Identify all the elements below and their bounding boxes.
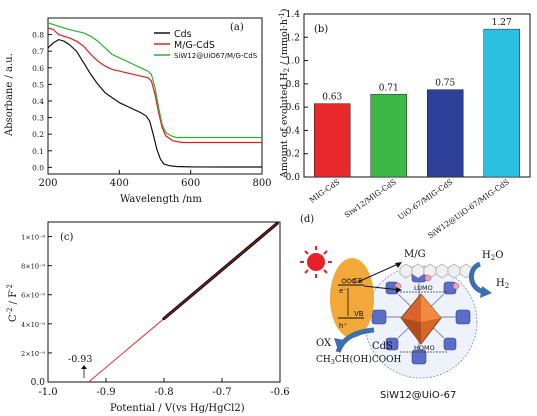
series-line-1 xyxy=(47,27,262,144)
panel-d-caption: SiW12@UiO-67 xyxy=(380,390,456,401)
y-tick-label: 0.2 xyxy=(286,150,300,160)
y-tick-label: 0.7 xyxy=(32,47,44,56)
cb-label: CB xyxy=(353,277,363,285)
x-tick-label: -0.8 xyxy=(154,387,173,398)
panel-b-label: (b) xyxy=(314,24,328,35)
y-tick-label: 0.5 xyxy=(32,80,44,89)
y-tick-label: 0.4 xyxy=(32,97,44,106)
homo-label: HOMO xyxy=(414,344,435,352)
bar-3 xyxy=(483,28,520,178)
y-tick-label: 0.0 xyxy=(32,163,44,172)
panel-a-ylabel: Absorbane / a.u. xyxy=(4,53,15,137)
y-tick-label: 0.8 xyxy=(32,31,44,40)
y-tick-label: 0.6 xyxy=(286,103,301,113)
category-label: Siw12/MIG-CdS xyxy=(343,177,398,219)
cds-particle xyxy=(330,258,374,338)
y-tick-label: 0.1 xyxy=(32,147,44,156)
polyoxometalate-octahedron xyxy=(400,293,442,345)
hole-label: h⁺ xyxy=(339,322,347,330)
data-band-core xyxy=(163,223,278,319)
x-tick-label: 400 xyxy=(110,178,129,189)
y-tick-label: 0.0 xyxy=(31,378,46,388)
y-tick-label: 1.4 xyxy=(286,10,301,20)
reagent-label: CH3CH(OH)COOH xyxy=(316,354,402,366)
bar-value-label: 0.63 xyxy=(322,93,342,103)
oxidation-arrow-icon xyxy=(335,327,375,353)
panel-c-label: (c) xyxy=(60,232,74,243)
cds-label: CdS xyxy=(372,341,393,352)
category-label: UiO-67/MIG-CdS xyxy=(396,177,454,222)
panel-d-label: (d) xyxy=(300,214,314,225)
x-tick-label: 200 xyxy=(38,178,57,189)
panel-b-frame xyxy=(303,13,531,178)
legend-cds-label: Cds xyxy=(174,29,192,40)
category-label: MIG-CdS xyxy=(308,177,342,204)
graphene-sheet-icon xyxy=(399,263,473,279)
y-tick-label: 0.8 xyxy=(286,80,301,90)
panel-c-xlabel: Potential / V(vs Hg/HgCl2) xyxy=(110,403,245,414)
h2-label: H2 xyxy=(496,278,509,290)
panel-a-xlabel: Wavelength /nm xyxy=(120,194,202,205)
series-line-2 xyxy=(47,22,262,139)
y-tick-label: 6×10⁻⁹ xyxy=(21,292,45,300)
y-tick-label: 0.4 xyxy=(286,126,301,136)
panel-a-legend: Cds M/G-CdS SiW12@UiO67/M/G-CdS xyxy=(154,29,258,60)
bar-value-label: 0.75 xyxy=(435,79,455,89)
x-tick-label: 600 xyxy=(181,178,200,189)
x-tick-label: -1.0 xyxy=(38,387,57,398)
y-tick-label: 1×10⁻⁸ xyxy=(21,234,45,242)
panel-d-mechanism-diagram: (d) xyxy=(300,214,509,401)
y-tick-label: 4×10⁻⁹ xyxy=(21,321,45,329)
panel-c-annotation-arrowhead xyxy=(81,365,87,369)
legend-siw-label: SiW12@UiO67/M/G-CdS xyxy=(174,52,258,60)
y-tick-label: 1.2 xyxy=(286,33,300,43)
y-tick-label: 0.0 xyxy=(286,173,301,183)
mg-label: M/G xyxy=(404,249,426,260)
panel-b-ylabel: Amount of evoluted H2 / (mmol·h-1) xyxy=(278,9,291,179)
panel-c-ylabel: C-2 / F-2 xyxy=(6,284,19,322)
y-tick-label: 8×10⁻⁹ xyxy=(21,263,45,271)
ox-label: OX xyxy=(316,338,332,349)
y-tick-label: 0.6 xyxy=(32,64,44,73)
panel-a-absorbance-chart: 200 400 600 8000.00.10.20.30.40.50.60.70.8 … xyxy=(4,17,272,205)
bar-value-label: 1.27 xyxy=(492,18,512,28)
panel-c-annotation: -0.93 xyxy=(68,354,92,365)
bar-0 xyxy=(314,103,351,178)
y-tick-label: 0.3 xyxy=(32,114,44,123)
x-tick-label: -0.7 xyxy=(212,387,231,398)
panel-b-bar-chart: 0.63 MIG-CdS 0.71 Siw12/MIG-CdS 0.75 UiO-67/M… xyxy=(278,9,531,240)
x-tick-label: -0.6 xyxy=(270,387,289,398)
vb-label: VB xyxy=(354,310,364,318)
x-tick-label: -0.9 xyxy=(96,387,115,398)
panel-a-frame xyxy=(47,17,263,175)
h2-evolution-arrow-icon xyxy=(469,261,485,295)
bar-2 xyxy=(427,89,464,178)
panel-c-mott-schottky-chart: -1.0 -0.9 -0.8 -0.7 -0.6 0.0 2×10⁻⁹ 4×10⁻⁹ 6×10⁻… xyxy=(6,221,290,414)
y-tick-label: 0.2 xyxy=(32,130,44,139)
panel-a-label: (a) xyxy=(230,22,244,33)
lumo-label: LUMO xyxy=(414,284,433,292)
series-line-0 xyxy=(47,38,262,168)
legend-mg-cds-label: M/G-CdS xyxy=(174,40,215,51)
sun-icon xyxy=(300,246,332,278)
x-tick-label: 800 xyxy=(252,178,271,189)
electron-label: e⁻ xyxy=(339,287,347,295)
bar-value-label: 0.71 xyxy=(379,83,399,93)
y-tick-label: 1.0 xyxy=(286,57,301,67)
y-tick-label: 2×10⁻⁹ xyxy=(21,350,45,358)
h2o-label: H2O xyxy=(482,250,503,262)
transfer-arrows xyxy=(357,263,401,291)
bar-1 xyxy=(370,94,407,178)
electron-dots-icon xyxy=(341,278,357,284)
